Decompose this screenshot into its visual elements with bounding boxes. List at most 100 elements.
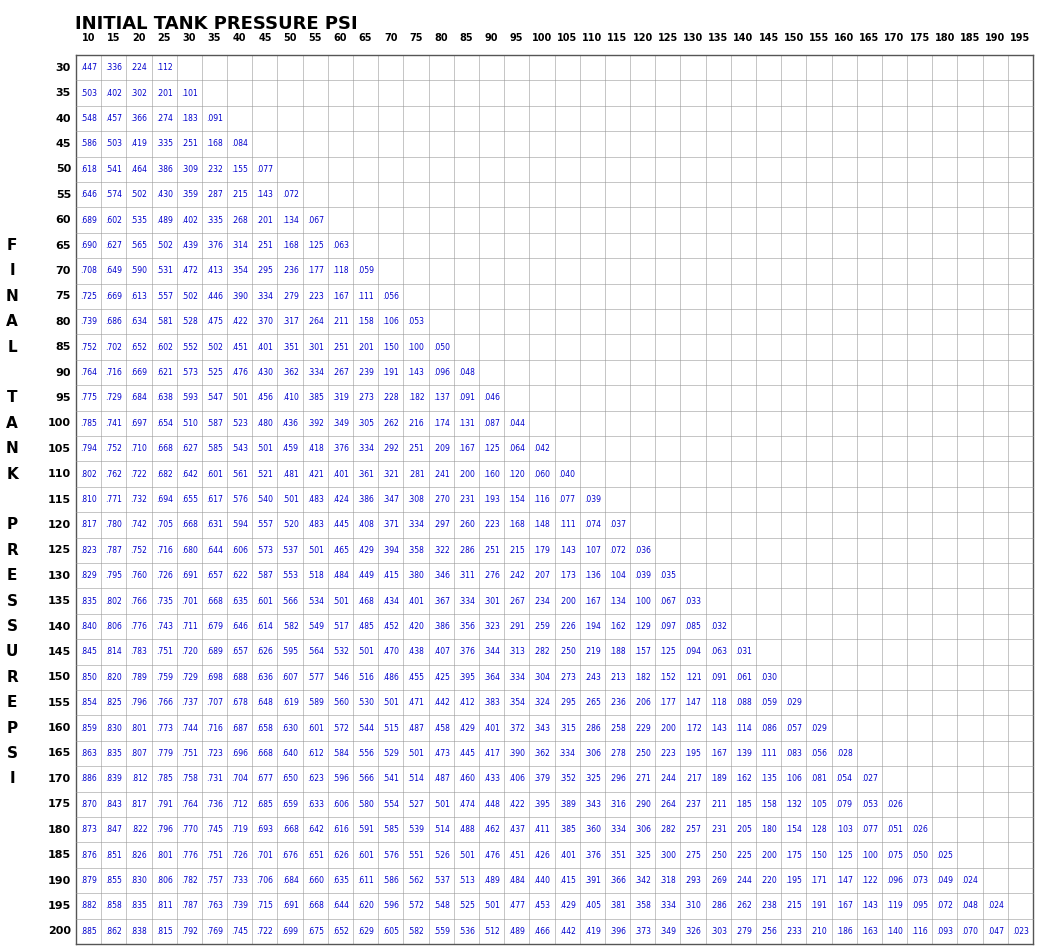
- Text: .442: .442: [432, 698, 450, 707]
- Text: .195: .195: [785, 876, 803, 885]
- Text: .386: .386: [432, 622, 450, 631]
- Text: .521: .521: [256, 470, 274, 478]
- Text: .391: .391: [584, 876, 600, 885]
- Text: .349: .349: [332, 419, 348, 428]
- Text: .736: .736: [206, 800, 223, 809]
- Text: 80: 80: [435, 33, 448, 43]
- Text: .649: .649: [106, 267, 122, 275]
- Text: .520: .520: [282, 520, 299, 530]
- Text: .183: .183: [180, 114, 198, 123]
- Text: .510: .510: [180, 419, 198, 428]
- Text: .503: .503: [106, 140, 122, 148]
- Text: .162: .162: [609, 622, 626, 631]
- Text: 190: 190: [48, 876, 71, 885]
- Text: .106: .106: [785, 774, 803, 784]
- Text: .189: .189: [709, 774, 727, 784]
- Text: .514: .514: [408, 774, 424, 784]
- Text: .039: .039: [635, 571, 651, 580]
- Text: .295: .295: [559, 698, 576, 707]
- Text: .317: .317: [282, 317, 299, 326]
- Text: A: A: [6, 416, 18, 431]
- Text: .465: .465: [332, 546, 348, 555]
- Text: P: P: [6, 720, 18, 735]
- Text: .281: .281: [408, 470, 424, 478]
- Text: .100: .100: [861, 850, 877, 860]
- Text: .611: .611: [357, 876, 374, 885]
- Text: .780: .780: [106, 520, 122, 530]
- Text: .278: .278: [609, 749, 626, 758]
- Text: .359: .359: [180, 190, 198, 199]
- Text: .669: .669: [106, 291, 122, 301]
- Text: .349: .349: [660, 927, 676, 936]
- Text: 195: 195: [48, 901, 71, 911]
- Text: .601: .601: [206, 470, 223, 478]
- Text: .154: .154: [508, 495, 525, 504]
- Text: .271: .271: [635, 774, 651, 784]
- Text: .211: .211: [332, 317, 348, 326]
- Text: .030: .030: [760, 673, 777, 681]
- Text: .342: .342: [635, 876, 651, 885]
- Text: .027: .027: [861, 774, 877, 784]
- Text: .185: .185: [735, 800, 752, 809]
- Text: .273: .273: [357, 394, 374, 402]
- Text: .426: .426: [533, 850, 551, 860]
- Text: .621: .621: [156, 368, 172, 377]
- Text: .334: .334: [408, 520, 424, 530]
- Text: .483: .483: [307, 495, 324, 504]
- Text: 90: 90: [56, 367, 71, 378]
- Text: .070: .070: [961, 927, 979, 936]
- Text: .586: .586: [383, 876, 399, 885]
- Text: .215: .215: [231, 190, 248, 199]
- Text: .470: .470: [383, 647, 399, 657]
- Text: .150: .150: [383, 343, 399, 351]
- Text: .275: .275: [684, 850, 701, 860]
- Text: .354: .354: [231, 267, 248, 275]
- Text: .401: .401: [483, 723, 500, 733]
- Text: 80: 80: [56, 317, 71, 326]
- Text: .224: .224: [131, 64, 147, 72]
- Text: .279: .279: [735, 927, 752, 936]
- Text: .514: .514: [432, 826, 450, 834]
- Text: .116: .116: [533, 495, 551, 504]
- Text: .651: .651: [307, 850, 324, 860]
- Text: .795: .795: [106, 571, 122, 580]
- Text: .627: .627: [180, 444, 198, 454]
- Text: 155: 155: [48, 698, 71, 708]
- Text: .789: .789: [131, 673, 147, 681]
- Text: .028: .028: [836, 749, 852, 758]
- Text: .106: .106: [383, 317, 399, 326]
- Text: .362: .362: [282, 368, 299, 377]
- Text: .220: .220: [760, 876, 777, 885]
- Text: .712: .712: [231, 800, 248, 809]
- Text: .791: .791: [156, 800, 172, 809]
- Text: .225: .225: [735, 850, 752, 860]
- Text: 140: 140: [48, 622, 71, 631]
- Text: E: E: [7, 568, 18, 584]
- Text: .268: .268: [231, 215, 248, 225]
- Text: .125: .125: [307, 241, 324, 250]
- Text: .685: .685: [256, 800, 274, 809]
- Text: 70: 70: [56, 266, 71, 276]
- Text: .405: .405: [584, 902, 600, 910]
- Text: .250: .250: [559, 647, 576, 657]
- Text: .735: .735: [156, 597, 172, 605]
- Text: .420: .420: [408, 622, 424, 631]
- Text: 45: 45: [258, 33, 272, 43]
- Text: .352: .352: [559, 774, 576, 784]
- Text: .334: .334: [508, 673, 525, 681]
- Text: .862: .862: [106, 927, 122, 936]
- Text: .231: .231: [458, 495, 475, 504]
- Text: .882: .882: [80, 902, 96, 910]
- Text: .825: .825: [106, 698, 122, 707]
- Text: .635: .635: [332, 876, 348, 885]
- Text: .167: .167: [332, 291, 348, 301]
- Text: 65: 65: [56, 240, 71, 251]
- Text: .024: .024: [961, 876, 979, 885]
- Text: .422: .422: [231, 317, 248, 326]
- Text: .026: .026: [912, 826, 928, 834]
- Text: .290: .290: [635, 800, 651, 809]
- Text: .251: .251: [256, 241, 274, 250]
- Text: .251: .251: [483, 546, 500, 555]
- Text: .060: .060: [533, 470, 551, 478]
- Text: .223: .223: [483, 520, 500, 530]
